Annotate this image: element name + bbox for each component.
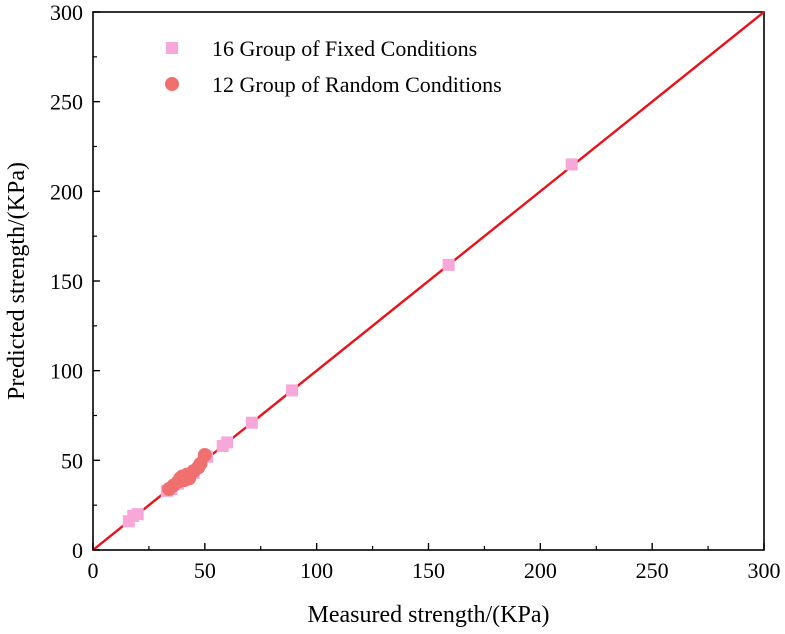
legend-item-1: 16 Group of Fixed Conditions [166,36,477,61]
data-point-square [131,508,144,521]
data-point-circle [197,447,212,462]
x-tick-label: 50 [194,558,216,583]
x-axis-ticks: 0 50 100 150 200 250 300 [88,543,781,583]
x-tick-label: 200 [524,558,557,583]
y-tick-label: 200 [50,179,83,204]
data-point-square [245,416,258,429]
data-point-square [221,436,234,449]
x-axis-title: Measured strength/(KPa) [308,602,550,628]
legend-marker-circle [165,77,179,91]
y-tick-label: 300 [50,0,83,25]
x-tick-label: 300 [748,558,781,583]
y-axis-title: Predicted strength/(KPa) [4,162,30,400]
legend-label: 12 Group of Random Conditions [212,72,502,97]
y-axis-ticks: 0 50 100 150 200 250 300 [50,0,100,563]
legend-item-2: 12 Group of Random Conditions [165,72,502,97]
data-point-square [565,158,578,171]
x-tick-label: 100 [300,558,333,583]
legend: 16 Group of Fixed Conditions 12 Group of … [165,36,502,97]
data-point-square [442,258,455,271]
y-tick-label: 150 [50,269,83,294]
y-tick-label: 100 [50,359,83,384]
legend-label: 16 Group of Fixed Conditions [212,36,477,61]
series-2 [162,447,212,497]
series-layer [122,158,578,528]
x-tick-label: 150 [412,558,445,583]
y-tick-label: 50 [61,448,83,473]
x-tick-label: 0 [88,558,99,583]
data-point-square [286,384,299,397]
legend-marker-square [166,42,178,54]
y-tick-label: 0 [72,538,83,563]
x-tick-label: 250 [636,558,669,583]
y-tick-label: 250 [50,90,83,115]
